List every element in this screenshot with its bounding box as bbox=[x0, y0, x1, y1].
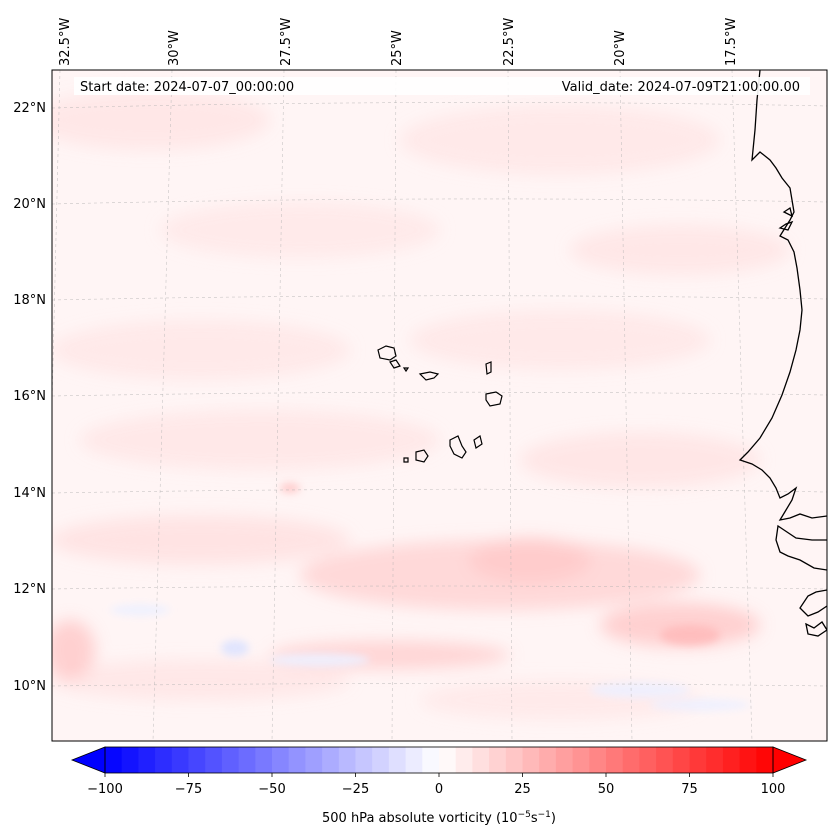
colorbar-tick-label: 25 bbox=[514, 782, 531, 797]
colorbar-swatch bbox=[689, 747, 707, 773]
colorbar-swatch bbox=[255, 747, 273, 773]
lat-label: 12°N bbox=[13, 582, 46, 597]
colorbar-swatch bbox=[706, 747, 724, 773]
colorbar-max-extension bbox=[772, 746, 808, 774]
colorbar-swatch bbox=[606, 747, 624, 773]
colorbar-swatch bbox=[589, 747, 607, 773]
colorbar-swatch bbox=[171, 747, 189, 773]
colorbar-swatch bbox=[205, 747, 223, 773]
coastline-africa bbox=[738, 70, 827, 637]
island-santa-luzia bbox=[402, 367, 410, 373]
colorbar-swatch bbox=[722, 747, 741, 773]
colorbar-swatch bbox=[555, 747, 574, 773]
colorbar-ticks bbox=[104, 773, 774, 777]
colorbar-swatch bbox=[221, 747, 240, 773]
colorbar-swatch bbox=[572, 747, 590, 773]
colorbar-swatch bbox=[739, 747, 757, 773]
cape-verde-islands bbox=[377, 345, 503, 463]
island-santo-antao bbox=[377, 345, 397, 361]
colorbar-swatch bbox=[355, 747, 373, 773]
island-boa-vista bbox=[485, 391, 503, 407]
map-border bbox=[51, 69, 828, 742]
colorbar-swatch bbox=[238, 747, 256, 773]
colorbar-swatch bbox=[472, 747, 490, 773]
colorbar-swatch bbox=[405, 747, 423, 773]
colorbar-tick-label: −100 bbox=[87, 782, 123, 797]
colorbar-swatch bbox=[138, 747, 156, 773]
island-fogo bbox=[415, 449, 429, 463]
colorbar-swatch bbox=[188, 747, 206, 773]
colorbar-swatch bbox=[522, 747, 540, 773]
colorbar: −100 −75 −50 −25 0 25 50 75 100 500 hPa … bbox=[70, 746, 808, 826]
vorticity-field: Start date: 2024-07-07_00:00:00 Valid_da… bbox=[52, 70, 827, 741]
graticule bbox=[52, 70, 827, 741]
valid-date-label: Valid_date: 2024-07-09T21:00:00.00 bbox=[562, 80, 800, 95]
colorbar-swatch bbox=[372, 747, 390, 773]
lon-label: 25°W bbox=[390, 30, 405, 66]
lat-label: 16°N bbox=[13, 389, 46, 404]
colorbar-swatch bbox=[121, 747, 139, 773]
colorbar-swatch bbox=[656, 747, 674, 773]
lat-label: 14°N bbox=[13, 486, 46, 501]
island-sal bbox=[485, 361, 492, 375]
colorbar-swatch bbox=[505, 747, 523, 773]
longitude-labels: 32.5°W 30°W 27.5°W 25°W 22.5°W 20°W 17.5… bbox=[58, 18, 739, 66]
island-sao-vicente bbox=[389, 359, 401, 369]
colorbar-min-extension bbox=[70, 746, 106, 774]
lat-label: 22°N bbox=[13, 101, 46, 116]
colorbar-swatch bbox=[105, 747, 123, 773]
colorbar-tick-label: 50 bbox=[598, 782, 615, 797]
lon-label: 20°W bbox=[613, 30, 628, 66]
lon-label: 32.5°W bbox=[58, 18, 73, 66]
colorbar-title: 500 hPa absolute vorticity (10−5s−1) bbox=[322, 810, 556, 826]
colorbar-swatch bbox=[155, 747, 173, 773]
header-box bbox=[74, 77, 810, 95]
lat-label: 18°N bbox=[13, 293, 46, 308]
island-brava bbox=[403, 457, 409, 463]
lat-label: 20°N bbox=[13, 197, 46, 212]
lon-label: 27.5°W bbox=[279, 18, 294, 66]
lat-label: 10°N bbox=[13, 679, 46, 694]
colorbar-tick-label: −25 bbox=[342, 782, 369, 797]
colorbar-swatch bbox=[288, 747, 306, 773]
colorbar-swatch bbox=[489, 747, 507, 773]
colorbar-tick-label: −50 bbox=[258, 782, 285, 797]
lon-label: 17.5°W bbox=[724, 18, 739, 66]
island-sao-nicolau bbox=[418, 371, 440, 381]
colorbar-swatch bbox=[338, 747, 356, 773]
colorbar-swatch bbox=[672, 747, 690, 773]
start-date-label: Start date: 2024-07-07_00:00:00 bbox=[80, 80, 294, 95]
colorbar-swatch bbox=[639, 747, 657, 773]
colorbar-tick-label: 0 bbox=[435, 782, 443, 797]
colorbar-swatch bbox=[388, 747, 407, 773]
colorbar-swatches bbox=[105, 747, 774, 773]
colorbar-swatch bbox=[455, 747, 473, 773]
latitude-labels: 22°N 20°N 18°N 16°N 14°N 12°N 10°N bbox=[13, 101, 46, 694]
colorbar-swatch bbox=[539, 747, 557, 773]
colorbar-swatch bbox=[422, 747, 440, 773]
colorbar-swatch bbox=[756, 747, 774, 773]
colorbar-swatch bbox=[439, 747, 457, 773]
lon-label: 22.5°W bbox=[502, 18, 517, 66]
colorbar-swatch bbox=[305, 747, 323, 773]
lon-label: 30°W bbox=[167, 30, 182, 66]
colorbar-tick-label: −75 bbox=[175, 782, 202, 797]
colorbar-swatch bbox=[322, 747, 340, 773]
island-santiago bbox=[449, 435, 467, 459]
island-maio bbox=[473, 435, 483, 449]
colorbar-tick-label: 100 bbox=[761, 782, 786, 797]
colorbar-swatch bbox=[272, 747, 290, 773]
colorbar-swatch bbox=[622, 747, 640, 773]
colorbar-tick-label: 75 bbox=[681, 782, 698, 797]
